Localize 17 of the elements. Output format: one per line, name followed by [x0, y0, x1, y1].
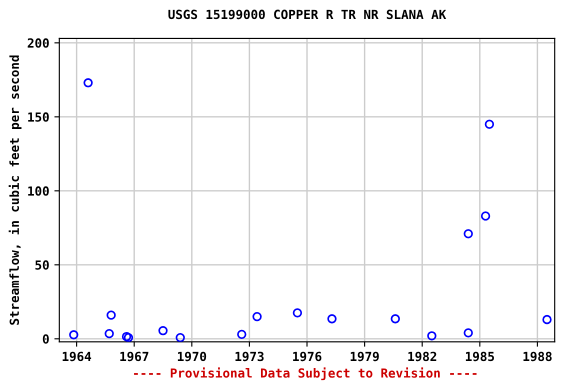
y-tick-label: 100	[28, 186, 49, 196]
y-tick-label: 0	[42, 334, 49, 344]
chart-title: USGS 15199000 COPPER R TR NR SLANA AK	[168, 10, 446, 20]
x-tick-label: 1988	[524, 352, 552, 362]
x-tick-label: 1967	[120, 352, 148, 362]
x-tick-label: 1985	[466, 352, 494, 362]
text: ---- Provisional Data Subject to Revision ----	[134, 367, 477, 380]
y-tick-label: 50	[35, 260, 49, 270]
x-tick-label: 1979	[350, 352, 379, 362]
x-tick-label: 1976	[293, 352, 322, 362]
y-tick-label: 150	[28, 112, 49, 122]
x-tick-label: 1982	[408, 352, 436, 362]
y-axis-title: Streamflow, in cubic feet per second	[8, 56, 22, 325]
x-tick-label: 1964	[62, 352, 92, 362]
x-tick-label: 1973	[236, 352, 264, 362]
x-tick-label: 1970	[178, 352, 206, 362]
y-tick-label: 200	[28, 38, 49, 48]
